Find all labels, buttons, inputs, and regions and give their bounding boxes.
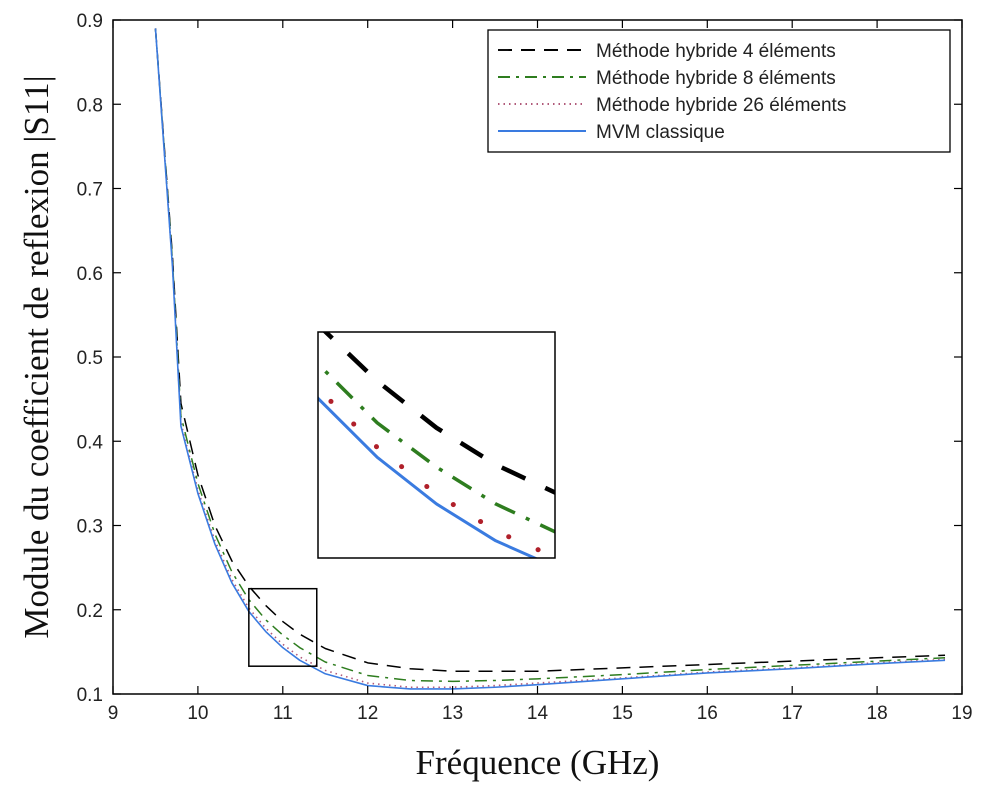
legend-label-4: MVM classique: [596, 122, 725, 143]
x-tick-label: 18: [867, 703, 888, 724]
legend-label-1: Méthode hybride 4 éléments: [596, 41, 836, 62]
x-tick-label: 14: [527, 703, 549, 724]
inset-frame: [317, 331, 556, 559]
legend-label-2: Méthode hybride 8 éléments: [596, 68, 836, 89]
x-tick-label: 17: [782, 703, 803, 724]
y-tick-label: 0.8: [77, 95, 103, 116]
y-axis-title: Module du coefficient de reflexion |S11|: [17, 75, 56, 638]
x-tick-label: 9: [108, 703, 119, 724]
zoom-box: [248, 587, 318, 667]
zoom-box-layer: [248, 587, 318, 667]
x-tick-label: 15: [612, 703, 633, 724]
y-tick-label: 0.9: [77, 11, 103, 32]
x-tick-label: 11: [273, 703, 293, 724]
x-axis-title: Fréquence (GHz): [416, 743, 660, 782]
inset-background: [318, 332, 555, 558]
x-tick-label: 10: [187, 703, 208, 724]
y-tick-label: 0.6: [77, 264, 103, 285]
series-line-2: [154, 28, 946, 683]
y-tick-label: 0.3: [77, 517, 103, 538]
legend-label-3: Méthode hybride 26 éléments: [596, 95, 846, 116]
x-tick-label: 13: [442, 703, 463, 724]
y-tick-label: 0.5: [77, 348, 103, 369]
inset-layer: [317, 331, 556, 559]
x-tick-label: 16: [697, 703, 718, 724]
series-line-3: [154, 28, 946, 689]
series-line-4: [154, 28, 946, 690]
ticks-layer: 9 10 11 12 13 14 15 16 17 18 19 0.1 0.2 0.3 0.4 0.5 0.6 0…: [77, 11, 973, 724]
x-tick-label: 12: [357, 703, 378, 724]
y-tick-label: 0.4: [77, 432, 104, 453]
series-layer: [154, 28, 946, 690]
x-tick-label: 19: [951, 703, 972, 724]
series-line-1: [154, 28, 946, 672]
legend-layer: Méthode hybride 4 éléments Méthode hybrid…: [487, 29, 951, 153]
y-tick-label: 0.1: [77, 685, 103, 706]
y-tick-label: 0.7: [77, 180, 103, 201]
y-tick-label: 0.2: [77, 601, 103, 622]
